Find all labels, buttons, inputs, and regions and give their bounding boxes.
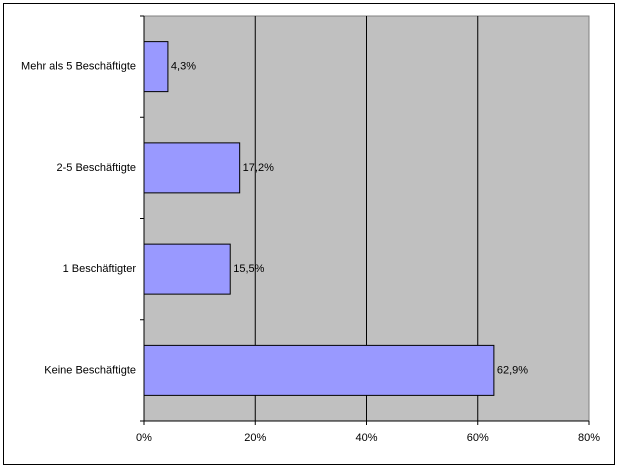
x-tick-label: 80%	[578, 432, 600, 444]
bar	[143, 344, 495, 396]
data-label: 4,3%	[171, 61, 196, 73]
x-tick-label: 40%	[355, 432, 377, 444]
data-label: 15,5%	[233, 263, 264, 275]
data-label: 17,2%	[243, 162, 274, 174]
x-tick-label: 0%	[136, 432, 152, 444]
bar	[143, 243, 231, 295]
x-tick-label: 60%	[467, 432, 489, 444]
data-label: 62,9%	[497, 364, 528, 376]
y-tick-label: 1 Beschäftigter	[63, 263, 137, 275]
y-tick-label: 2-5 Beschäftigte	[57, 162, 137, 174]
bar	[143, 142, 241, 194]
y-tick-label: Keine Beschäftigte	[44, 364, 136, 376]
bar	[143, 41, 169, 93]
y-tick-label: Mehr als 5 Beschäftigte	[21, 61, 136, 73]
x-tick-label: 20%	[244, 432, 266, 444]
